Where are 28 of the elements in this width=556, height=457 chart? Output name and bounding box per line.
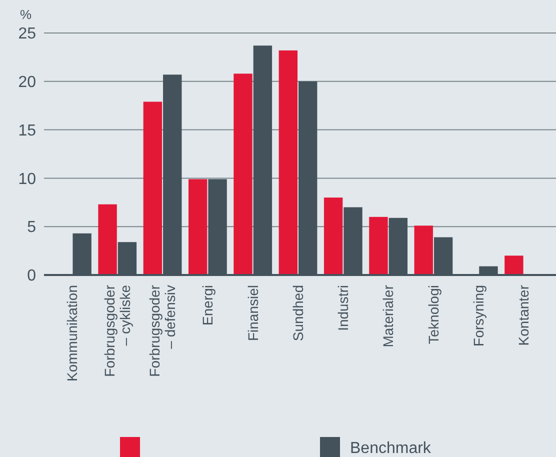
legend-label: Benchmark	[350, 440, 432, 457]
x-tick-label: Sundhed	[290, 285, 306, 342]
bar	[504, 256, 524, 275]
bar	[143, 102, 162, 275]
x-tick-label: Finansiel	[244, 285, 261, 342]
x-tick-label: Forsyning	[470, 285, 487, 346]
x-tick-label: Industri	[335, 285, 352, 331]
x-tick-label: Energi	[200, 285, 216, 326]
x-tick-label: Kontanter	[516, 284, 532, 346]
bar	[278, 50, 298, 275]
bar	[324, 198, 343, 275]
x-tick-label: Teknologi	[425, 285, 442, 344]
x-tick-label: Forbrugsgoder – cykliske	[102, 284, 133, 377]
bar	[234, 74, 252, 275]
x-tick-label: Forbrugsgoder – defensiv	[146, 284, 178, 377]
bar	[98, 204, 117, 275]
bar	[188, 179, 208, 275]
y-tick-label: 10	[18, 170, 36, 188]
y-tick-label: 5	[27, 219, 36, 236]
y-tick-label: 15	[18, 122, 36, 140]
y-tick-label: 20	[18, 74, 36, 91]
y-tick-label: 25	[18, 26, 36, 43]
x-tick-label: Kommunikation	[64, 285, 80, 382]
bar	[414, 226, 433, 275]
y-tick-label: 0	[27, 268, 36, 285]
x-tick-label: Materialer	[380, 284, 396, 348]
bar	[369, 216, 388, 275]
y-axis-title: %	[20, 7, 32, 22]
